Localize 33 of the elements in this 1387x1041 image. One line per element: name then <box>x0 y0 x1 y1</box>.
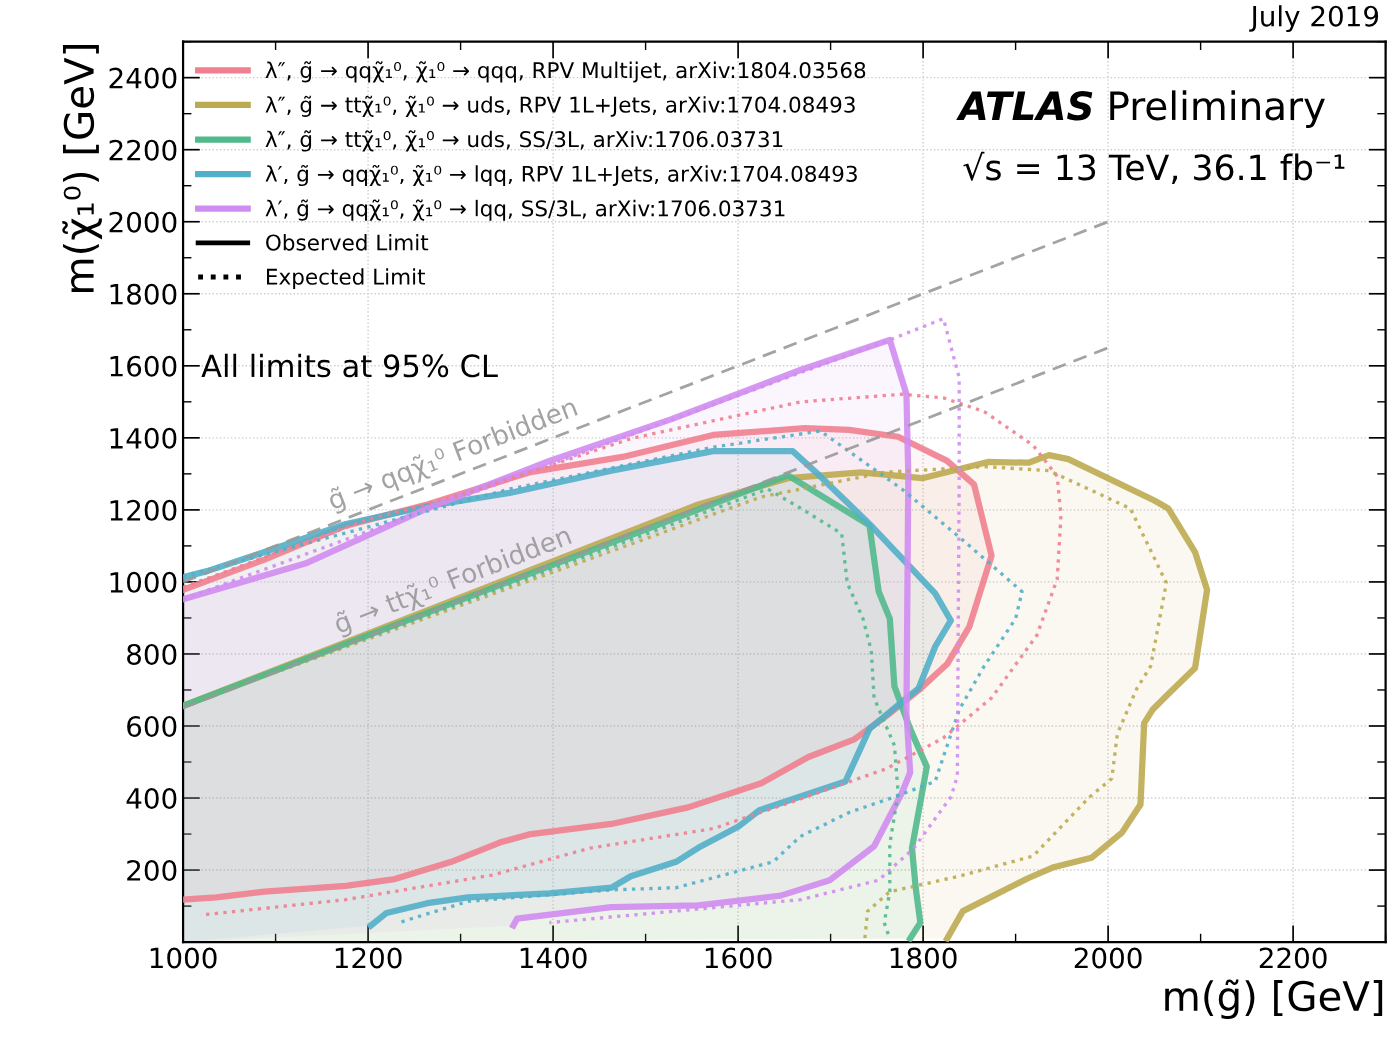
annotation: √s = 13 TeV, 36.1 fb⁻¹ <box>963 151 1345 185</box>
annotation: Expected Limit <box>267 268 426 290</box>
legend-label: λ″, g̃ → qqχ̃₁⁰, χ̃₁⁰ → qqq, RPV Multijet, arXiv:1804.03568 <box>265 61 866 83</box>
legend-label: λ″, g̃ → ttχ̃₁⁰, χ̃₁⁰ → uds, RPV 1L+Jets, arXiv:1704.08493 <box>265 95 855 117</box>
x-tick-label: 2200 <box>1259 947 1327 969</box>
x-tick-label: 1000 <box>150 947 217 969</box>
y-tick-label: 200 <box>127 860 177 882</box>
annotation: ATLAS <box>956 91 1093 121</box>
x-tick-label: 2000 <box>1074 947 1142 969</box>
y-tick-label: 1000 <box>110 571 177 593</box>
annotation: Observed Limit <box>266 234 429 251</box>
annotation: All limits at 95% CL <box>201 353 498 378</box>
legend-label: λ′, g̃ → qqχ̃₁⁰, χ̃₁⁰ → lqq, SS/3L, arXiv:1706.03731 <box>265 199 785 221</box>
y-tick-label: 1800 <box>110 283 177 305</box>
annotation: Preliminary <box>1110 90 1325 128</box>
y-tick-label: 600 <box>127 715 177 737</box>
x-tick-label: 1800 <box>890 947 957 969</box>
x-axis-title: m(g̃) [GeV] <box>1165 979 1383 1020</box>
y-tick-label: 1600 <box>110 355 177 377</box>
x-tick-label: 1400 <box>520 947 587 969</box>
y-tick-label: 2200 <box>109 139 177 161</box>
y-axis-title: m(χ̃₁⁰) [GeV] <box>62 45 102 292</box>
y-tick-label: 2400 <box>109 67 177 89</box>
text: July 2019 <box>1249 5 1379 33</box>
y-tick-label: 2000 <box>109 211 177 233</box>
legend-label: λ″, g̃ → ttχ̃₁⁰, χ̃₁⁰ → uds, SS/3L, arXiv:1706.03731 <box>265 130 783 152</box>
y-tick-label: 1200 <box>110 499 177 521</box>
y-tick-label: 800 <box>127 643 177 665</box>
legend-label: λ′, g̃ → qqχ̃₁⁰, χ̃₁⁰ → lqq, RPV 1L+Jets, arXiv:1704.08493 <box>265 164 857 187</box>
y-tick-label: 1400 <box>110 427 177 449</box>
x-tick-label: 1600 <box>705 947 772 969</box>
y-tick-label: 400 <box>126 787 177 809</box>
x-tick-label: 1200 <box>335 947 402 969</box>
